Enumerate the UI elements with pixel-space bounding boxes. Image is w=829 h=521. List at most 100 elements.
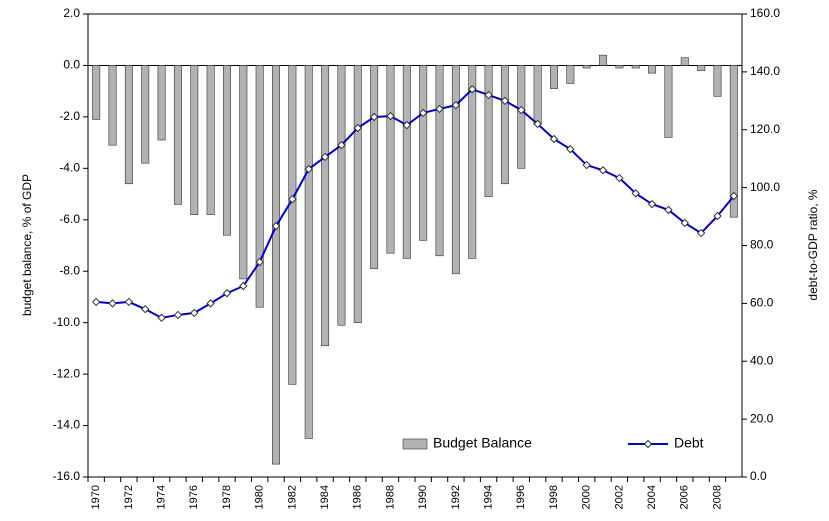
bar: [402, 65, 411, 259]
marker: [157, 313, 166, 323]
marker: [582, 160, 591, 170]
y-tick-label: -6.0: [59, 212, 80, 226]
bar: [157, 65, 166, 141]
x-tick-label: 1982: [286, 485, 298, 509]
marker: [190, 308, 199, 318]
bar: [648, 65, 657, 74]
x-tick-label: 1988: [384, 485, 396, 509]
x-tick-label: 1974: [155, 485, 167, 509]
bar: [304, 65, 313, 439]
bar: [484, 65, 493, 197]
bar: [615, 65, 624, 69]
y2-tick-label: 40.0: [750, 353, 774, 367]
y-tick-label: -10.0: [53, 315, 81, 329]
marker: [533, 119, 542, 129]
marker: [549, 134, 559, 144]
x-tick-label: 1996: [515, 485, 527, 509]
marker: [271, 221, 281, 231]
legend-label: Debt: [674, 435, 704, 451]
marker: [386, 111, 395, 121]
marker: [566, 144, 575, 154]
marker: [598, 166, 608, 175]
x-tick-label: 1978: [221, 485, 233, 509]
bar: [321, 65, 330, 347]
marker: [320, 152, 330, 162]
x-tick-label: 1972: [123, 485, 135, 509]
marker: [288, 194, 297, 204]
x-tick-label: 2002: [613, 485, 625, 509]
marker: [696, 228, 706, 238]
y-tick-label: -2.0: [59, 109, 80, 123]
marker: [713, 211, 722, 221]
marker: [173, 310, 183, 320]
bar: [239, 65, 248, 280]
y-tick-label: -8.0: [59, 263, 80, 277]
bar: [697, 65, 706, 71]
y-tick-label: -14.0: [53, 418, 81, 432]
marker: [402, 120, 412, 130]
bar: [582, 65, 591, 69]
y-tick-label: -12.0: [53, 366, 81, 380]
legend-swatch: [402, 438, 428, 450]
bar: [206, 65, 215, 215]
x-tick-label: 1986: [352, 485, 364, 509]
y2-tick-label: 60.0: [750, 296, 774, 310]
bar: [566, 65, 575, 84]
bar: [713, 65, 722, 97]
x-tick-label: 1994: [482, 485, 494, 509]
y-tick-label: -4.0: [59, 161, 80, 175]
bar: [124, 65, 133, 185]
marker: [124, 297, 134, 307]
bar: [190, 65, 199, 215]
bar: [141, 65, 150, 164]
y2-axis-label: debt-to-GDP ratio, %: [806, 189, 820, 300]
bar: [500, 65, 509, 185]
y2-tick-label: 140.0: [750, 64, 780, 78]
marker: [108, 299, 117, 308]
marker: [500, 96, 510, 106]
y2-tick-label: 120.0: [750, 122, 780, 136]
legend-label: Budget Balance: [433, 435, 532, 451]
bar: [386, 65, 395, 254]
y2-tick-label: 80.0: [750, 238, 774, 252]
bar: [272, 65, 281, 465]
x-tick-label: 1990: [417, 485, 429, 509]
plot-frame: [87, 13, 743, 478]
bar: [92, 65, 101, 120]
marker: [418, 108, 428, 118]
y-tick-label: 0.0: [63, 58, 80, 72]
marker: [484, 90, 493, 100]
y2-tick-label: 20.0: [750, 411, 774, 425]
bar: [451, 65, 460, 275]
marker: [206, 299, 215, 308]
x-tick-label: 2004: [646, 485, 658, 509]
marker: [631, 189, 640, 198]
x-tick-label: 1980: [254, 485, 266, 509]
bar: [729, 65, 738, 218]
bar: [222, 65, 231, 236]
y2-tick-label: 0.0: [750, 469, 767, 483]
x-tick-label: 2006: [679, 485, 691, 509]
legend-marker: [643, 439, 653, 449]
bar: [419, 65, 428, 241]
x-tick-label: 1998: [548, 485, 560, 509]
y-tick-label: -16.0: [53, 469, 81, 483]
marker: [517, 105, 526, 115]
marker: [304, 164, 313, 174]
bar: [173, 65, 182, 205]
bar: [664, 65, 673, 138]
bar: [468, 65, 477, 259]
bar: [353, 65, 362, 323]
marker: [369, 112, 379, 122]
marker: [222, 289, 232, 298]
marker: [435, 104, 444, 114]
x-tick-label: 2008: [711, 485, 723, 509]
marker: [353, 123, 362, 133]
line: [96, 88, 735, 319]
x-tick-label: 1992: [450, 485, 462, 509]
bar: [680, 57, 689, 66]
y-tick-label: 2.0: [63, 6, 80, 20]
bar: [288, 65, 297, 385]
bar: [435, 65, 444, 257]
